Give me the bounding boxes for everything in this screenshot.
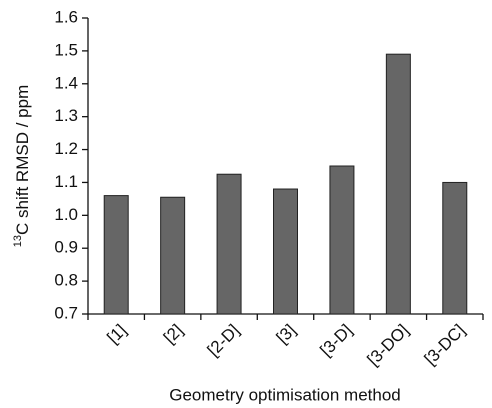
x-tick-label: [3-DC] [421,321,469,369]
x-tick-label: [1] [103,321,130,348]
bar [442,181,468,315]
bar [385,53,411,315]
x-tick-label: [3] [273,321,300,348]
y-tick-label: 1.6 [54,7,78,26]
bar [273,188,298,315]
y-tick-label: 1.1 [54,172,78,191]
y-tick-label: 1.3 [54,106,78,125]
x-tick-label: [2] [160,321,187,348]
y-axis-label: 13C shift RMSD / ppm [12,85,33,247]
y-axis-label-sup: 13 [12,235,24,247]
y-tick-label: 1.2 [54,139,78,158]
x-tick-label: [2-D] [204,321,243,360]
bar [160,196,186,315]
bar [216,173,242,315]
bar [103,195,129,315]
y-tick-label: 1.0 [54,205,78,224]
y-tick-label: 1.5 [54,40,78,59]
y-tick-label: 0.9 [54,238,78,257]
x-axis-label: Geometry optimisation method [169,385,401,404]
y-tick-label: 0.8 [54,271,78,290]
y-tick-label: 0.7 [54,303,78,322]
y-axis-label-main: C shift RMSD / ppm [13,85,32,235]
y-tick-label: 1.4 [54,73,78,92]
bar [329,165,355,315]
x-tick-label: [3-D] [316,321,355,360]
x-tick-label: [3-DO] [364,321,413,370]
